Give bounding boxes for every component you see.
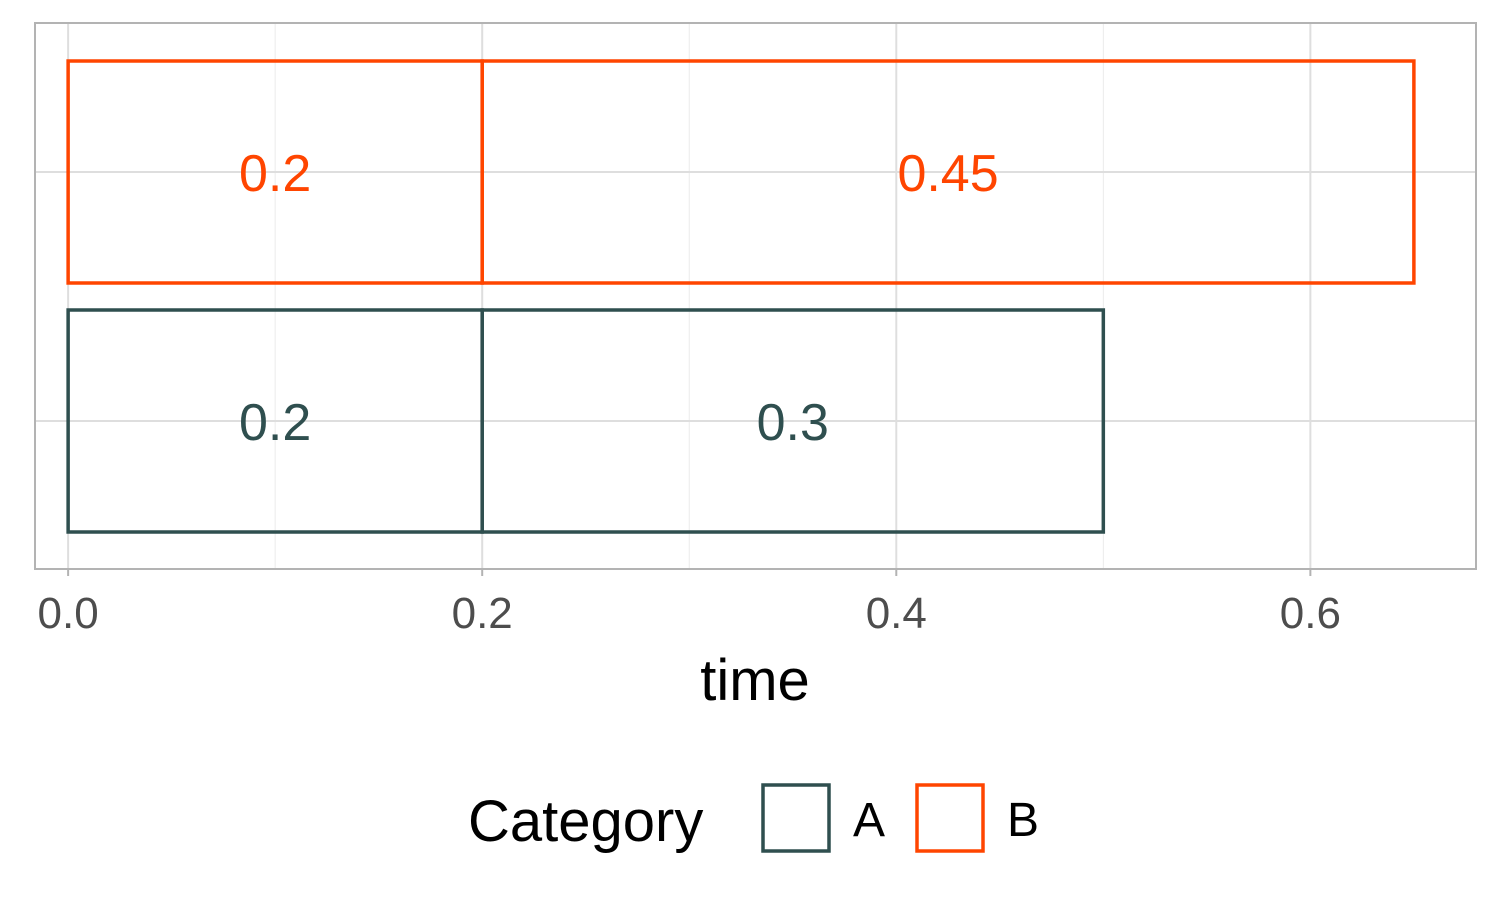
legend-key (915, 783, 985, 853)
bar-segment-label: 0.2 (239, 394, 311, 452)
bar-segment (480, 308, 1106, 534)
legend-item-b: B (915, 783, 1039, 853)
x-tick-label: 0.0 (38, 589, 99, 638)
bars: 0.2 0.3 0.2 0.45 (66, 59, 1416, 534)
legend-label: A (853, 794, 885, 847)
legend: Category A B (468, 783, 1039, 854)
x-tick-label: 0.6 (1280, 589, 1341, 638)
x-tick-label: 0.4 (866, 589, 927, 638)
plot-panel-background (35, 23, 1476, 569)
bar-segment-label: 0.2 (239, 145, 311, 203)
bar-segment-label: 0.45 (897, 145, 998, 203)
x-tick-label: 0.2 (452, 589, 513, 638)
bar-segment-label: 0.3 (757, 394, 829, 452)
x-axis: 0.0 0.2 0.4 0.6 (38, 569, 1341, 638)
plot-panel-border (34, 22, 1477, 570)
legend-label: B (1007, 794, 1039, 847)
legend-item-a: A (761, 783, 885, 853)
x-axis-title: time (700, 648, 810, 713)
bar-segment (480, 59, 1416, 285)
legend-title: Category (468, 789, 703, 854)
legend-key (761, 783, 831, 853)
